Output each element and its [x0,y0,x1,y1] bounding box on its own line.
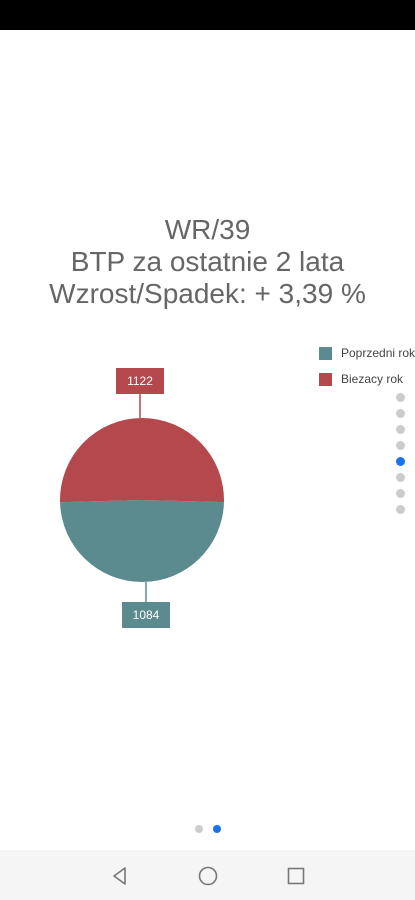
chart-title-line-3: Wzrost/Spadek: + 3,39 % [49,278,366,309]
page-indicator [0,825,415,833]
legend-swatch-previous-year [319,346,332,360]
chart-title-line-1: WR/39 [164,214,251,245]
data-label-previous-year: 1084 [133,608,160,622]
page-indicator-dot[interactable] [212,825,221,833]
side-pager-dot[interactable] [396,489,405,498]
side-pager-dot[interactable] [396,457,405,466]
back-triangle-icon[interactable] [108,864,132,888]
legend-label-previous-year: Poprzedni rok [341,346,415,360]
side-pager [396,393,415,521]
chart-title: WR/39 BTP za ostatnie 2 lata Wzrost/Spad… [0,214,415,310]
side-pager-dot[interactable] [396,409,405,418]
home-circle-icon[interactable] [196,864,220,888]
data-label-box-current-year [116,368,164,394]
data-label-current-year: 1122 [127,374,153,388]
legend-item-previous-year[interactable]: Poprzedni rok [319,340,415,366]
page-indicator-dot[interactable] [194,825,203,833]
pie-slice-current-year[interactable] [59,417,224,503]
legend-swatch-current-year [319,372,332,386]
recents-square-icon[interactable] [284,864,308,888]
pie-slice-previous-year[interactable] [60,500,224,582]
side-pager-dot[interactable] [396,393,405,402]
legend-item-current-year[interactable]: Biezacy rok [319,366,415,392]
side-pager-dot[interactable] [396,425,405,434]
side-pager-dot[interactable] [396,505,405,514]
chart-title-line-2: BTP za ostatnie 2 lata [70,246,345,277]
side-pager-dot[interactable] [396,473,405,482]
legend-label-current-year: Biezacy rok [341,372,404,386]
pie-chart: 1084 1122 [59,368,224,628]
navigation-bar [0,850,415,900]
side-pager-dot[interactable] [396,441,405,450]
status-bar [0,0,415,30]
data-label-box-previous-year [122,602,170,628]
legend: Poprzedni rok Biezacy rok [319,340,415,392]
